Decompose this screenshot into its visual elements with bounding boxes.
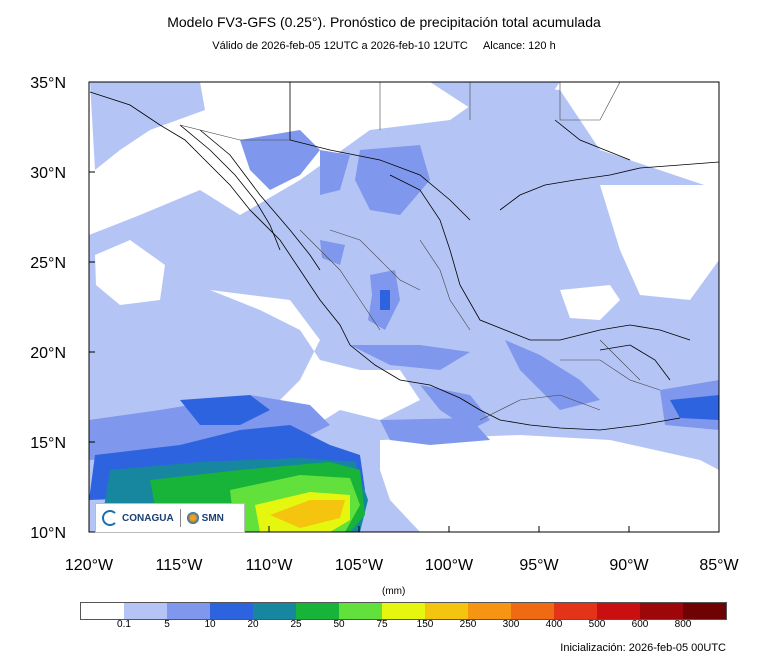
lat-label: 30°N xyxy=(30,165,66,182)
colorbar-label: 300 xyxy=(502,619,520,630)
colorbar-label: 150 xyxy=(416,619,434,630)
lon-label: 85°W xyxy=(699,557,739,574)
lon-label: 100°W xyxy=(425,557,474,574)
conagua-icon xyxy=(102,510,118,526)
initialization-text: Inicialización: 2026-feb-05 00UTC xyxy=(560,642,726,654)
colorbar-swatch xyxy=(253,603,296,619)
colorbar-label: 5 xyxy=(164,619,170,630)
colorbar-swatch xyxy=(683,603,726,619)
colorbar-label: 800 xyxy=(674,619,692,630)
validity-text: Válido de 2026-feb-05 12UTC a 2026-feb-1… xyxy=(212,40,468,52)
precip-dry-area xyxy=(95,185,719,532)
lon-label: 120°W xyxy=(65,557,114,574)
coastlines xyxy=(89,82,719,431)
colorbar-label: 25 xyxy=(290,619,302,630)
lat-label: 35°N xyxy=(30,75,66,92)
colorbar-label: 0.1 xyxy=(117,619,131,630)
colorbar-unit: (mm) xyxy=(382,586,406,597)
conagua-logo: CONAGUA xyxy=(96,510,174,526)
precip-moderate-area xyxy=(89,130,719,460)
colorbar-swatch xyxy=(597,603,640,619)
colorbar-label: 75 xyxy=(376,619,388,630)
lon-label: 110°W xyxy=(245,557,293,574)
political-borders xyxy=(179,82,661,421)
logo-divider xyxy=(179,509,181,527)
colorbar-swatch xyxy=(167,603,210,619)
smn-logo: SMN xyxy=(186,512,224,524)
colorbar-swatch xyxy=(382,603,425,619)
chart-subtitle: Válido de 2026-feb-05 12UTC a 2026-feb-1… xyxy=(0,40,768,52)
colorbar-swatch xyxy=(296,603,339,619)
colorbar-swatch xyxy=(468,603,511,619)
agency-logos: CONAGUA SMN xyxy=(95,503,245,533)
colorbar-label: 10 xyxy=(204,619,216,630)
axis-ticks xyxy=(88,81,720,533)
colorbar-swatch xyxy=(124,603,167,619)
colorbar-label: 600 xyxy=(631,619,649,630)
colorbar-swatch xyxy=(425,603,468,619)
lat-label: 10°N xyxy=(30,525,66,542)
lon-label: 90°W xyxy=(609,557,649,574)
lon-label: 105°W xyxy=(335,557,384,574)
lat-label: 15°N xyxy=(30,435,66,452)
longitude-labels: 120°W 115°W 110°W 105°W 100°W 95°W 90°W … xyxy=(65,557,740,574)
smn-icon xyxy=(186,512,199,524)
chart-title: Modelo FV3-GFS (0.25°). Pronóstico de pr… xyxy=(167,14,601,30)
colorbar-swatch xyxy=(339,603,382,619)
colorbar-swatch xyxy=(640,603,683,619)
colorbar-label: 500 xyxy=(588,619,606,630)
colorbar-label: 20 xyxy=(247,619,259,630)
colorbar-label: 50 xyxy=(333,619,345,630)
lat-label: 25°N xyxy=(30,255,66,272)
map-frame xyxy=(88,81,720,533)
lon-label: 115°W xyxy=(155,557,203,574)
colorbar-swatch xyxy=(210,603,253,619)
latitude-labels: 35°N 30°N 25°N 20°N 15°N 10°N xyxy=(30,75,66,542)
colorbar-label: 250 xyxy=(459,619,477,630)
colorbar xyxy=(80,602,727,620)
colorbar-swatch xyxy=(511,603,554,619)
colorbar-label: 400 xyxy=(545,619,563,630)
colorbar-swatch xyxy=(554,603,597,619)
lat-label: 20°N xyxy=(30,345,66,362)
precip-150-250-area xyxy=(270,500,345,528)
lon-label: 95°W xyxy=(519,557,559,574)
colorbar-swatch xyxy=(81,603,124,619)
range-text: Alcance: 120 h xyxy=(482,40,556,52)
